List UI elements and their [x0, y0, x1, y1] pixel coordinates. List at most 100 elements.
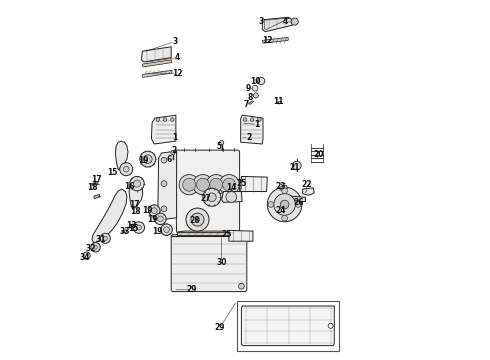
Text: 3: 3 — [172, 37, 177, 46]
Circle shape — [193, 175, 213, 195]
Circle shape — [210, 178, 222, 191]
Circle shape — [280, 200, 289, 209]
Text: 7: 7 — [243, 100, 248, 109]
Text: 19: 19 — [152, 227, 163, 236]
Text: 22: 22 — [302, 180, 312, 189]
Polygon shape — [242, 306, 334, 346]
Text: 26: 26 — [294, 198, 304, 207]
Text: 18: 18 — [130, 207, 141, 216]
Text: 5: 5 — [217, 142, 221, 151]
Polygon shape — [262, 37, 288, 43]
Text: 25: 25 — [222, 230, 232, 239]
Polygon shape — [141, 47, 171, 62]
Text: 1: 1 — [172, 133, 177, 142]
Circle shape — [328, 323, 333, 328]
Circle shape — [183, 178, 196, 191]
Polygon shape — [158, 151, 176, 220]
Circle shape — [222, 178, 236, 191]
Bar — [237, 301, 339, 351]
Polygon shape — [262, 17, 293, 32]
Text: 11: 11 — [273, 97, 284, 106]
Circle shape — [155, 213, 166, 225]
Text: 17: 17 — [129, 200, 140, 209]
Circle shape — [186, 208, 209, 231]
Text: 15: 15 — [107, 168, 118, 177]
Polygon shape — [280, 185, 288, 190]
Circle shape — [206, 175, 226, 195]
Circle shape — [291, 18, 298, 25]
Circle shape — [252, 85, 258, 91]
Polygon shape — [248, 101, 254, 104]
Text: 8: 8 — [248, 93, 253, 102]
Circle shape — [163, 118, 167, 121]
Text: 32: 32 — [86, 244, 96, 253]
Circle shape — [148, 205, 160, 216]
Circle shape — [123, 166, 129, 172]
Circle shape — [253, 93, 258, 98]
Polygon shape — [151, 115, 176, 144]
Polygon shape — [92, 189, 127, 243]
Circle shape — [171, 150, 175, 155]
Text: 4: 4 — [283, 17, 288, 26]
Text: 29: 29 — [187, 285, 197, 294]
Text: 6: 6 — [167, 154, 172, 163]
Text: 27: 27 — [200, 194, 211, 203]
Text: 31: 31 — [95, 235, 105, 244]
Circle shape — [140, 151, 156, 167]
Circle shape — [268, 202, 274, 207]
Circle shape — [179, 175, 199, 195]
Circle shape — [196, 217, 199, 222]
Circle shape — [91, 243, 100, 252]
Circle shape — [258, 77, 265, 85]
Polygon shape — [143, 60, 172, 67]
Text: 19: 19 — [139, 156, 149, 165]
Text: 21: 21 — [290, 163, 300, 172]
Circle shape — [203, 188, 221, 206]
Circle shape — [83, 252, 90, 259]
Polygon shape — [129, 181, 143, 210]
Text: 4: 4 — [175, 53, 180, 62]
Text: 25: 25 — [236, 179, 246, 188]
Circle shape — [157, 216, 163, 222]
Polygon shape — [94, 194, 100, 199]
Circle shape — [161, 157, 167, 163]
Circle shape — [156, 118, 160, 121]
Circle shape — [258, 118, 261, 121]
Circle shape — [164, 227, 170, 233]
Circle shape — [226, 192, 237, 202]
Text: 29: 29 — [215, 323, 225, 332]
Polygon shape — [277, 102, 282, 104]
Text: 17: 17 — [91, 175, 102, 184]
Circle shape — [250, 118, 254, 121]
Polygon shape — [291, 196, 305, 202]
Text: 23: 23 — [275, 182, 286, 191]
Polygon shape — [265, 18, 290, 30]
Polygon shape — [221, 192, 242, 202]
Circle shape — [133, 222, 145, 233]
Circle shape — [282, 188, 288, 194]
Text: 16: 16 — [124, 182, 134, 191]
Circle shape — [151, 208, 157, 213]
Circle shape — [268, 187, 302, 222]
Text: 13: 13 — [126, 220, 137, 230]
Polygon shape — [92, 182, 98, 186]
Text: 18: 18 — [87, 183, 98, 192]
Circle shape — [120, 163, 133, 176]
Text: 34: 34 — [79, 253, 90, 262]
Polygon shape — [171, 235, 247, 292]
Text: 28: 28 — [189, 216, 200, 225]
Circle shape — [161, 224, 172, 235]
Circle shape — [220, 140, 224, 145]
Circle shape — [274, 194, 295, 215]
Text: 24: 24 — [276, 206, 286, 215]
Text: 1: 1 — [254, 120, 260, 129]
Polygon shape — [175, 150, 240, 232]
Text: 15: 15 — [128, 224, 139, 233]
Text: 2: 2 — [246, 133, 251, 142]
Circle shape — [100, 233, 110, 243]
Text: 3: 3 — [259, 17, 264, 26]
Text: 19: 19 — [147, 215, 157, 224]
Circle shape — [133, 180, 141, 187]
Text: 9: 9 — [245, 85, 250, 94]
Text: 33: 33 — [119, 227, 130, 236]
